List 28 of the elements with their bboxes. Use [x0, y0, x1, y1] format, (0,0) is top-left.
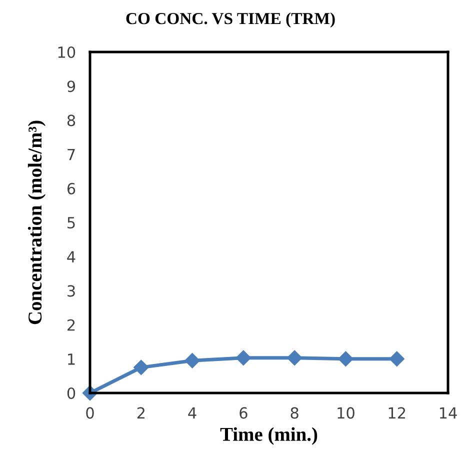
point — [184, 353, 200, 368]
point — [389, 351, 404, 366]
point — [134, 360, 149, 375]
x-tick-label: 2 — [137, 407, 144, 418]
x-axis-title: Time (min.) — [220, 427, 318, 445]
y-tick-label: 10 — [58, 46, 76, 58]
x-tick-label: 6 — [240, 407, 248, 419]
point — [236, 350, 251, 366]
x-tick-label: 8 — [290, 407, 298, 419]
y-tick-label: 6 — [67, 182, 76, 194]
x-tick-label: 4 — [188, 407, 196, 418]
y-tick-label: 2 — [68, 319, 75, 331]
x-tick-label: 14 — [440, 407, 457, 418]
x-tick-label: 0 — [86, 407, 94, 419]
y-tick-label: 7 — [68, 148, 75, 160]
y-axis-title: Concentration (mole/m³) — [28, 120, 46, 324]
y-tick-label: 1 — [68, 354, 75, 365]
y-tick-label: 3 — [68, 285, 75, 297]
x-tick-label: 10 — [338, 407, 354, 419]
chart-title: CO CONC. VS TIME (TRM) — [126, 12, 335, 28]
y-tick-label: 9 — [67, 80, 76, 92]
y-tick-label: 4 — [67, 251, 76, 262]
y-tick-label: 8 — [67, 114, 76, 126]
y-tick-label: 0 — [67, 387, 76, 400]
y-tick-label: 5 — [68, 217, 75, 229]
point — [287, 350, 302, 366]
x-tick-label: 12 — [388, 407, 406, 418]
point — [338, 351, 354, 366]
